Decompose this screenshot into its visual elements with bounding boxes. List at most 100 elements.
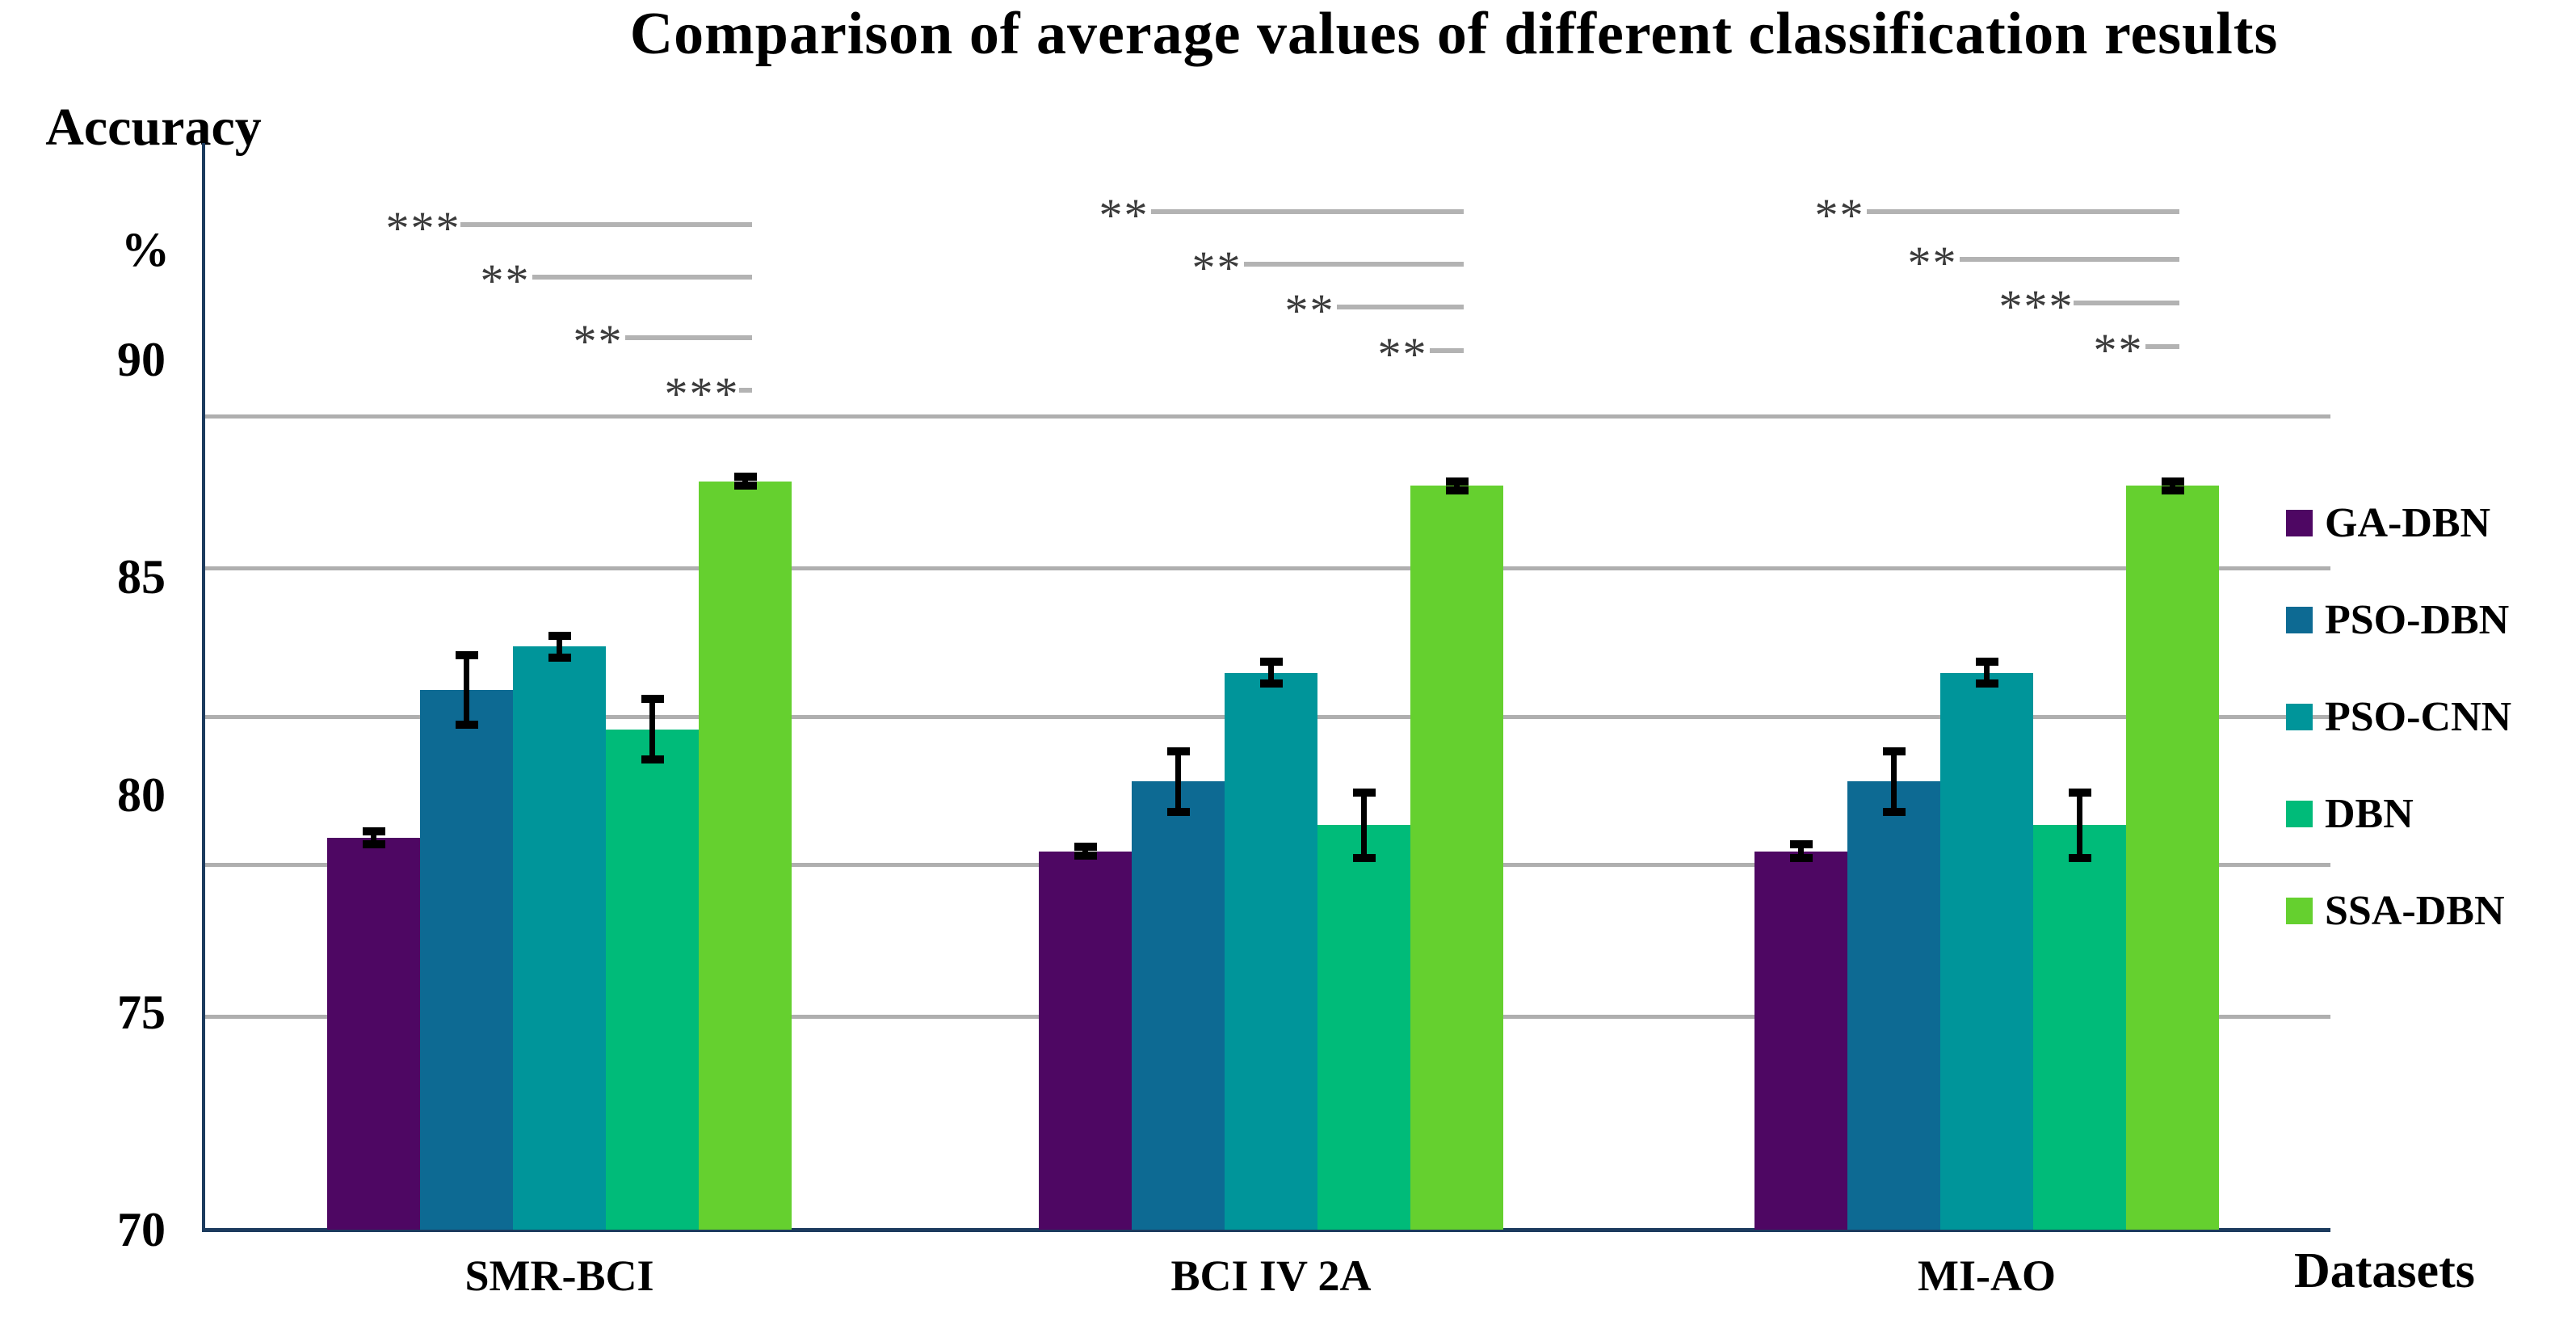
significance-line — [1150, 208, 1464, 214]
error-bar-cap-bottom — [1975, 679, 1998, 688]
bar-GA-DBN-MI-AO[interactable] — [1754, 851, 1847, 1230]
y-axis-unit-label: % — [121, 223, 170, 276]
y-tick-label: 70 — [117, 1203, 166, 1256]
significance-line — [1959, 257, 2179, 263]
error-bar-line — [1268, 662, 1274, 684]
significance-line — [2073, 300, 2179, 305]
error-bar-line — [2170, 481, 2175, 490]
bar-DBN-SMR-BCI[interactable] — [606, 729, 699, 1230]
bar-PSO-DBN-BCI IV 2A[interactable] — [1132, 781, 1225, 1230]
significance-stars: ** — [2093, 323, 2144, 376]
error-bar-cap-bottom — [1352, 853, 1376, 862]
bar-PSO-CNN-SMR-BCI[interactable] — [513, 646, 606, 1230]
error-bar-line — [557, 635, 562, 658]
error-bar-line — [649, 699, 655, 760]
significance-line — [460, 222, 752, 228]
error-bar-cap-top — [2068, 788, 2091, 797]
bar-PSO-CNN-BCI IV 2A[interactable] — [1225, 672, 1317, 1230]
error-bar-line — [1361, 792, 1367, 858]
error-bar-cap-top — [1445, 477, 1469, 486]
error-bar-cap-top — [362, 827, 385, 836]
error-bar-cap-bottom — [1445, 486, 1469, 494]
error-bar-cap-top — [733, 473, 757, 482]
error-bar-cap-bottom — [733, 482, 757, 490]
error-bar-cap-top — [2161, 477, 2184, 486]
error-bar-cap-bottom — [1074, 851, 1097, 860]
error-bar-cap-top — [1789, 840, 1813, 849]
legend-swatch-DBN — [2286, 801, 2313, 827]
bar-SSA-DBN-BCI IV 2A[interactable] — [1410, 486, 1503, 1230]
error-bar-cap-bottom — [548, 653, 571, 662]
significance-stars: *** — [385, 202, 461, 255]
error-bar-line — [1984, 662, 1990, 684]
bar-GA-DBN-BCI IV 2A[interactable] — [1039, 851, 1132, 1230]
bar-DBN-BCI IV 2A[interactable] — [1317, 825, 1410, 1230]
error-bar-cap-top — [1975, 658, 1998, 667]
error-bar-line — [464, 655, 469, 726]
error-bar-line — [1798, 844, 1804, 858]
significance-line — [1866, 208, 2179, 214]
bar-PSO-DBN-SMR-BCI[interactable] — [420, 690, 513, 1230]
bar-DBN-MI-AO[interactable] — [2033, 825, 2126, 1230]
error-bar-line — [1891, 751, 1897, 813]
bar-SSA-DBN-MI-AO[interactable] — [2126, 486, 2219, 1230]
error-bar-cap-bottom — [455, 721, 478, 730]
significance-line — [532, 274, 752, 280]
error-bar-cap-top — [641, 695, 664, 704]
x-axis-title: Datasets — [2294, 1243, 2475, 1298]
significance-stars: ** — [1814, 188, 1865, 242]
legend-swatch-SSA-DBN — [2286, 898, 2313, 924]
error-bar-cap-bottom — [641, 755, 664, 764]
significance-stars: ** — [1191, 241, 1242, 294]
error-bar-cap-top — [1352, 788, 1376, 797]
y-tick-label: 85 — [117, 550, 166, 604]
significance-stars: ** — [1907, 237, 1958, 290]
error-bar-cap-bottom — [2068, 853, 2091, 862]
significance-line — [2145, 343, 2179, 349]
significance-stars: *** — [1998, 280, 2074, 333]
significance-line — [624, 335, 752, 341]
error-bar-line — [1082, 847, 1088, 856]
significance-line — [1429, 348, 1464, 354]
error-bar-line — [1175, 751, 1181, 813]
y-tick-label: 80 — [117, 768, 166, 822]
error-bar-line — [1454, 481, 1460, 490]
x-tick-label-BCI IV 2A: BCI IV 2A — [1170, 1251, 1372, 1300]
bar-SSA-DBN-SMR-BCI[interactable] — [699, 481, 792, 1230]
legend-label-DBN: DBN — [2325, 791, 2414, 837]
significance-stars: ** — [1284, 284, 1335, 338]
gridline — [204, 566, 2330, 571]
error-bar-cap-bottom — [362, 840, 385, 849]
significance-stars: ** — [573, 315, 624, 368]
significance-stars: ** — [1377, 328, 1428, 381]
legend-label-GA-DBN: GA-DBN — [2325, 500, 2491, 546]
error-bar-cap-top — [1166, 747, 1190, 755]
error-bar-cap-bottom — [2161, 486, 2184, 494]
y-tick-label: 75 — [117, 985, 166, 1039]
legend-label-PSO-DBN: PSO-DBN — [2325, 597, 2510, 643]
bar-PSO-DBN-MI-AO[interactable] — [1847, 781, 1940, 1230]
legend-label-PSO-CNN: PSO-CNN — [2325, 694, 2512, 740]
bar-PSO-CNN-MI-AO[interactable] — [1940, 672, 2033, 1230]
chart-title: Comparison of average values of differen… — [629, 1, 2279, 67]
error-bar-line — [2077, 792, 2082, 858]
error-bar-cap-top — [548, 631, 571, 640]
x-axis-line — [202, 1228, 2330, 1232]
y-axis-line — [202, 143, 205, 1230]
error-bar-cap-bottom — [1259, 679, 1283, 688]
significance-stars: ** — [480, 254, 531, 307]
significance-line — [1243, 261, 1464, 267]
significance-stars: *** — [664, 367, 740, 420]
error-bar-line — [742, 477, 748, 486]
error-bar-cap-top — [1259, 658, 1283, 667]
legend-swatch-GA-DBN — [2286, 510, 2313, 536]
error-bar-cap-bottom — [1166, 808, 1190, 817]
gridline — [204, 414, 2330, 419]
significance-line — [1336, 305, 1464, 310]
bar-GA-DBN-SMR-BCI[interactable] — [327, 838, 420, 1230]
legend-label-SSA-DBN: SSA-DBN — [2325, 888, 2505, 934]
error-bar-cap-top — [1882, 747, 1906, 755]
legend-swatch-PSO-CNN — [2286, 704, 2313, 730]
